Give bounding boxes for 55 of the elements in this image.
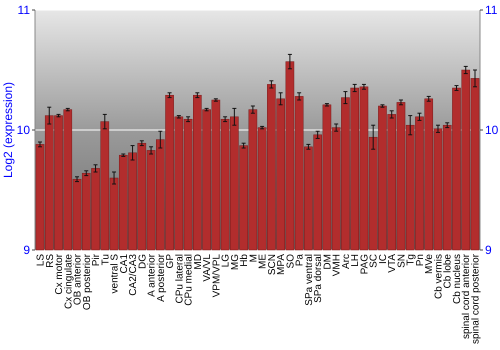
x-tick-label: Pir xyxy=(91,253,102,266)
x-tick-label: MG xyxy=(230,254,241,270)
x-tick-label: SPa ventral xyxy=(304,254,315,306)
x-tick-label: ventral S xyxy=(110,254,121,294)
x-tick-label: RS xyxy=(44,254,56,268)
x-tick-label: PAG xyxy=(359,254,370,274)
x-tick-label: IC xyxy=(378,254,389,264)
y2-tick-label: 11 xyxy=(485,3,498,18)
x-tick-label: CPu lateral xyxy=(174,254,186,304)
y-axis-title: Log2 (expression) xyxy=(1,82,15,178)
y2-tick-label: 9 xyxy=(485,243,492,258)
x-tick-label: GP xyxy=(165,254,176,268)
x-tick-label: Tu xyxy=(100,254,112,266)
x-tick-label: spinal cord posterior xyxy=(470,253,482,344)
x-tick-label: MD xyxy=(192,254,204,270)
x-tick-label: Pa xyxy=(294,254,306,266)
x-tick-label: LS xyxy=(36,254,46,266)
x-tick-label: MVe xyxy=(424,254,436,274)
x-tick-label: Cx motor xyxy=(54,253,66,295)
x-tick-label: spinal cord anterior xyxy=(461,253,472,340)
x-tick-label: SN xyxy=(396,254,408,268)
x-tick-label: A anterior xyxy=(146,253,158,297)
x-tick-label: Arc xyxy=(340,254,352,269)
x-tick-label: VPM/VPL xyxy=(211,254,222,298)
x-tick-label: SO xyxy=(285,254,296,268)
x-tick-label: DM xyxy=(322,254,334,270)
x-tick-label: CA1 xyxy=(118,254,130,274)
y-tick-label: 11 xyxy=(18,3,30,18)
x-tick-label: MPA xyxy=(276,254,288,275)
x-tick-label: LG xyxy=(220,254,232,268)
y-tick-label: 9 xyxy=(23,243,30,258)
x-tick-label: Hb xyxy=(239,254,250,267)
x-tick-label: Cb nucleus xyxy=(452,254,463,304)
x-tick-label: Cx cingulate xyxy=(63,254,74,310)
x-tick-label: LH xyxy=(350,254,362,267)
x-tick-label: VTA xyxy=(387,254,398,273)
x-tick-label: SCN xyxy=(266,254,278,276)
x-tick-label: Tg xyxy=(406,254,417,266)
x-tick-label: A posterior xyxy=(156,253,167,302)
x-tick-label: SPa dorsal xyxy=(313,254,324,303)
x-tick-label: OB posterior xyxy=(82,253,93,310)
x-tick-label: CA2/CA3 xyxy=(128,254,140,296)
x-tick-label: VMH xyxy=(332,254,343,276)
x-tick-label: Cb vermis xyxy=(433,254,444,300)
x-tick-label: Cb lobe xyxy=(442,254,454,288)
x-tick-label: M xyxy=(248,254,260,262)
x-tick-label: VA/VL xyxy=(202,254,214,282)
x-tick-label: SC xyxy=(368,254,380,268)
x-tick-label: OB anterior xyxy=(72,253,84,306)
y2-tick-label: 10 xyxy=(485,123,499,138)
x-tick-label: ME xyxy=(258,254,269,269)
x-tick-label: DG xyxy=(137,254,148,269)
x-tick-label: CPu medial xyxy=(184,254,195,306)
y-tick-label: 10 xyxy=(16,123,30,138)
x-tick-label: Pn xyxy=(414,254,426,266)
